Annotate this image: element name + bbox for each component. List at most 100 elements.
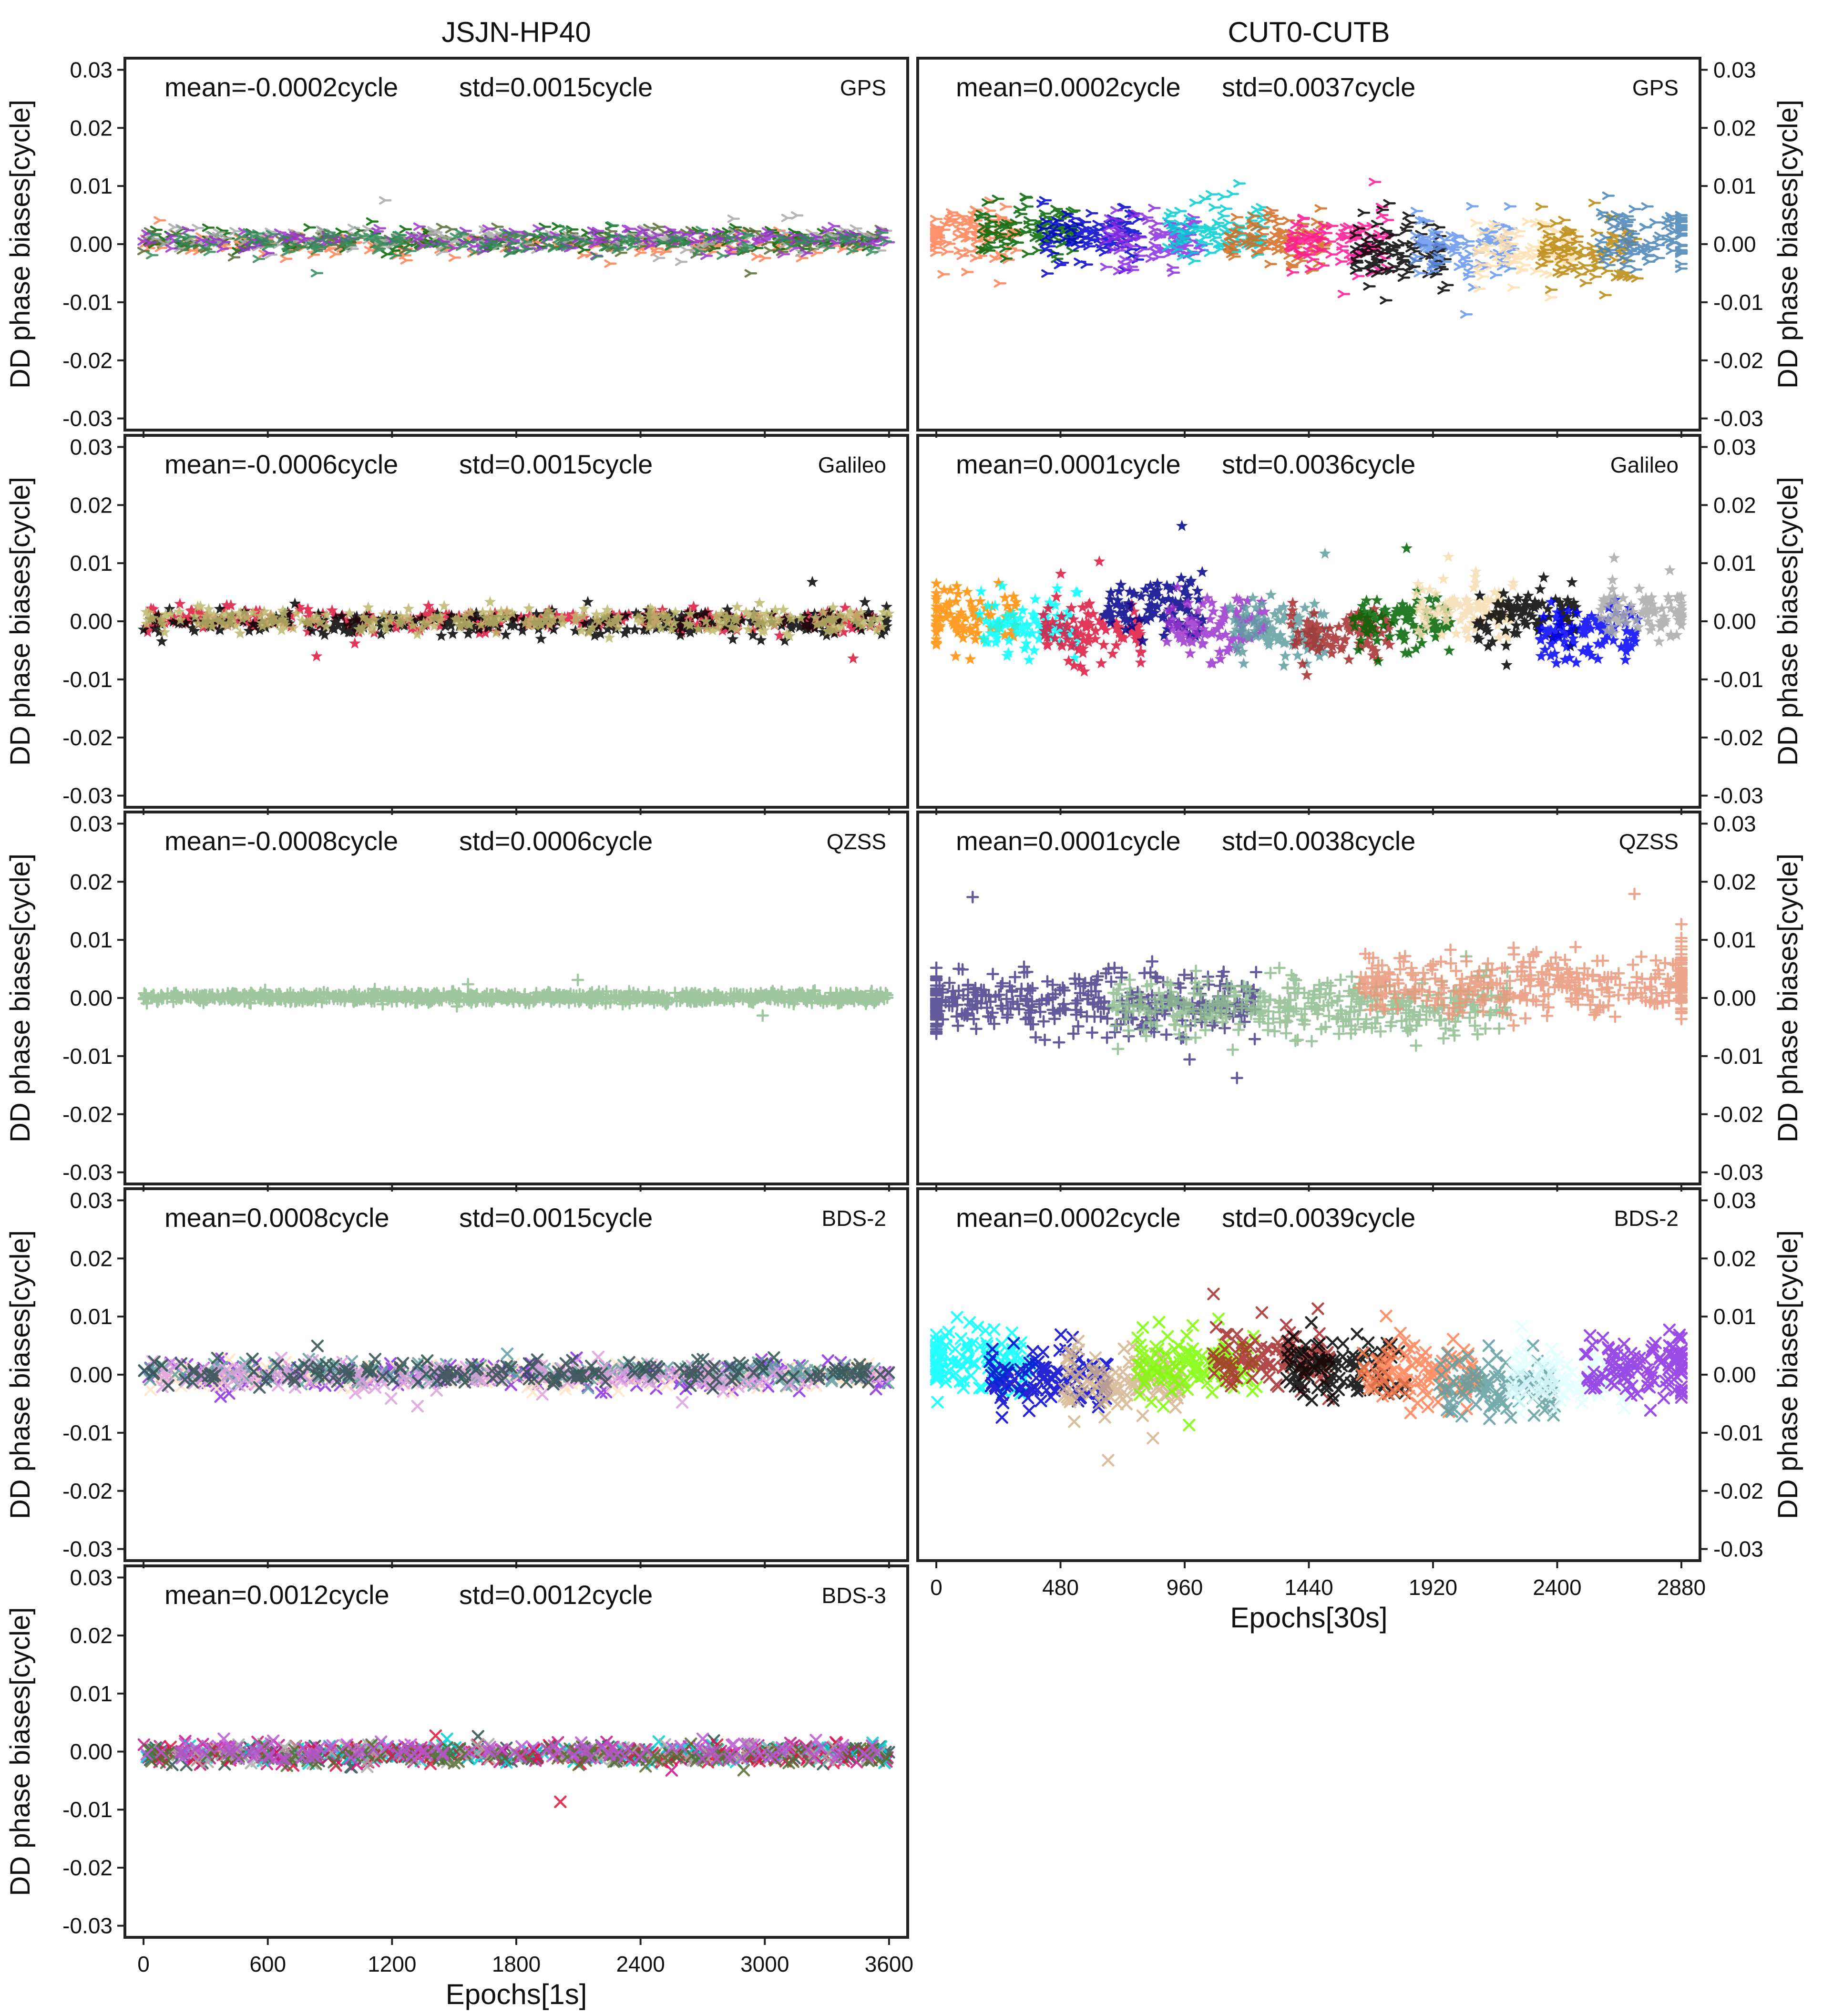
y-tick-label: -0.01 [1713, 667, 1763, 692]
y-tick-label: -0.02 [1713, 1479, 1763, 1503]
mean-annotation: mean=0.0002cycle [956, 72, 1181, 102]
y-tick-label: 0.01 [1713, 174, 1756, 198]
y-tick-label: 0.01 [70, 1304, 113, 1329]
series-11 [1595, 191, 1688, 274]
y-axis-label: DD phase biases[cycle] [5, 854, 36, 1142]
series-5 [146, 221, 892, 278]
panel-galileo: -0.03 -0.02 -0.01 0.00 0.01 0.02 0.03 DD phase … [916, 434, 1803, 815]
std-annotation: std=0.0036cycle [1222, 449, 1415, 479]
scatter-series [137, 1729, 895, 1809]
y-tick-label: 0.00 [1713, 232, 1756, 257]
x-tick-label: 1440 [1284, 1575, 1333, 1600]
y-tick-label: -0.01 [62, 1797, 113, 1822]
y-tick-label: 0.03 [70, 57, 113, 82]
y-tick-label: 0.00 [70, 1739, 113, 1764]
y-tick-label: -0.03 [62, 1160, 113, 1185]
mean-annotation: mean=0.0002cycle [956, 1203, 1181, 1233]
series-2 [1037, 555, 1147, 677]
y-tick-label: -0.03 [1713, 783, 1763, 808]
y-axis-label: DD phase biases[cycle] [1772, 477, 1803, 766]
y-tick-label: 0.01 [70, 927, 113, 952]
system-label: BDS-3 [822, 1583, 886, 1608]
y-tick-label: 0.02 [70, 115, 113, 140]
y-tick-label: 0.00 [70, 609, 113, 634]
y-tick-label: -0.03 [62, 1913, 113, 1938]
y-tick-label: 0.03 [1713, 57, 1756, 82]
std-annotation: std=0.0006cycle [459, 826, 653, 856]
system-label: BDS-2 [1614, 1206, 1679, 1231]
y-tick-label: -0.02 [1713, 348, 1763, 373]
y-tick-label: 0.03 [70, 811, 113, 836]
std-annotation: std=0.0015cycle [459, 1203, 653, 1233]
y-tick-label: 0.02 [70, 1246, 113, 1271]
series-6 [140, 1732, 883, 1766]
y-tick-label: 0.01 [1713, 1304, 1756, 1329]
series-2 [140, 596, 895, 643]
std-annotation: std=0.0015cycle [459, 449, 653, 479]
y-tick-label: 0.01 [70, 174, 113, 198]
mean-annotation: mean=-0.0002cycle [164, 72, 398, 102]
y-tick-label: -0.02 [62, 725, 113, 750]
y-tick-label: 0.01 [1713, 551, 1756, 576]
series-3 [1098, 520, 1209, 647]
series-5 [1224, 547, 1332, 671]
y-tick-label: 0.02 [70, 869, 113, 894]
scatter-series [137, 196, 895, 278]
y-tick-label: 0.02 [70, 493, 113, 517]
x-tick-label: 960 [1167, 1575, 1203, 1600]
series-2 [1352, 887, 1688, 1032]
panel-qzss: -0.03 -0.02 -0.01 0.00 0.01 0.02 0.03 DD phase … [916, 811, 1803, 1192]
y-tick-label: 0.00 [1713, 609, 1756, 634]
series-7 [1347, 542, 1456, 667]
series-11 [1595, 552, 1688, 647]
y-tick-label: 0.03 [70, 1188, 113, 1213]
panel-bds-2: -0.03 -0.02 -0.01 0.00 0.01 0.02 0.03 DD phase … [916, 1187, 1803, 1634]
std-annotation: std=0.0015cycle [459, 72, 653, 102]
x-tick-label: 3000 [740, 1952, 789, 1976]
y-tick-label: 0.02 [1713, 1246, 1756, 1271]
series-1 [973, 580, 1084, 665]
y-tick-label: -0.02 [62, 1855, 113, 1880]
y-tick-label: 0.00 [70, 1362, 113, 1387]
x-axis-label: Epochs[30s] [1230, 1602, 1387, 1634]
system-label: Galileo [818, 453, 886, 477]
scatter-series [930, 177, 1688, 319]
x-tick-label: 1800 [492, 1952, 541, 1976]
y-tick-label: -0.03 [1713, 1160, 1763, 1185]
y-tick-label: 0.03 [70, 1565, 113, 1590]
mean-annotation: mean=0.0001cycle [956, 449, 1181, 479]
mean-annotation: mean=0.0008cycle [164, 1203, 389, 1233]
std-annotation: std=0.0038cycle [1222, 826, 1415, 856]
system-label: QZSS [827, 829, 886, 854]
panel-bds-3: -0.03 -0.02 -0.01 0.00 0.01 0.02 0.03 DD phase … [5, 1564, 913, 2010]
mean-annotation: mean=0.0012cycle [164, 1580, 389, 1610]
y-tick-label: 0.01 [70, 1681, 113, 1706]
scatter-series [137, 576, 895, 664]
y-tick-label: 0.02 [1713, 115, 1756, 140]
series-3 [1098, 204, 1209, 277]
column-title: JSJN-HP40 [441, 16, 591, 48]
y-tick-label: -0.03 [1713, 406, 1763, 431]
y-tick-label: 0.00 [1713, 1362, 1756, 1387]
x-tick-label: 0 [930, 1575, 942, 1600]
y-axis-label: DD phase biases[cycle] [5, 1607, 36, 1896]
series-0 [930, 891, 1263, 1084]
scatter-series [930, 520, 1688, 680]
series-9 [1579, 1323, 1688, 1417]
panel-qzss: -0.03 -0.02 -0.01 0.00 0.01 0.02 0.03 DD phase … [5, 811, 909, 1192]
y-tick-label: -0.01 [62, 290, 113, 315]
y-tick-label: 0.02 [1713, 493, 1756, 517]
panel-bds-2: -0.03 -0.02 -0.01 0.00 0.01 0.02 0.03 DD phase … [5, 1187, 909, 1568]
y-tick-label: 0.01 [1713, 927, 1756, 952]
y-tick-label: -0.03 [62, 406, 113, 431]
y-tick-label: 0.03 [1713, 811, 1756, 836]
series-0 [137, 973, 894, 1022]
y-tick-label: 0.01 [70, 551, 113, 576]
system-label: Galileo [1610, 453, 1679, 477]
series-4 [138, 1339, 895, 1395]
panel-gps: -0.03 -0.02 -0.01 0.00 0.01 0.02 0.03 DD phase … [5, 57, 909, 438]
x-tick-label: 1200 [368, 1952, 416, 1976]
column-title: CUT0-CUTB [1228, 16, 1390, 48]
y-axis-label: DD phase biases[cycle] [5, 100, 36, 389]
